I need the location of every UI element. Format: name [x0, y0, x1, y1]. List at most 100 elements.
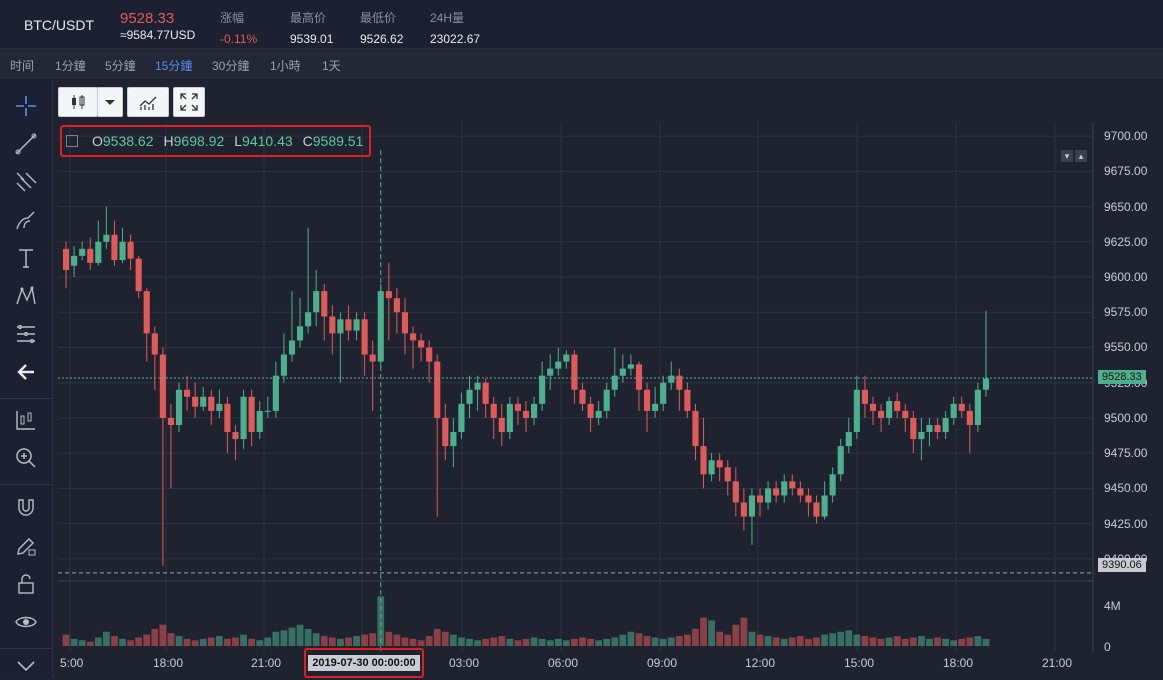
tab-1day[interactable]: 1天	[322, 59, 341, 73]
volume-bar	[748, 631, 756, 646]
change-label: 涨幅	[220, 11, 245, 25]
fork-tool[interactable]	[12, 168, 40, 196]
candle-body	[135, 258, 142, 292]
candle-body	[393, 298, 400, 313]
indicators-button[interactable]	[127, 87, 169, 117]
volume-bar	[224, 638, 231, 646]
volume-bar	[506, 638, 514, 646]
volume-bar	[458, 637, 465, 646]
tab-15min[interactable]: 15分鐘	[155, 59, 193, 73]
candle-body	[869, 403, 877, 411]
pair-name[interactable]: BTC/USDT	[24, 17, 94, 33]
legend-toggle-icon[interactable]	[66, 135, 78, 147]
text-tool[interactable]	[12, 244, 40, 272]
fullscreen-icon	[180, 93, 198, 111]
visibility-tool[interactable]	[12, 608, 40, 636]
price-tick-label: 9475.00	[1104, 446, 1148, 461]
volume-bar	[159, 624, 167, 646]
candle-body	[474, 382, 481, 390]
candle-body	[522, 410, 530, 418]
candle-body	[740, 502, 747, 517]
chart-type-dropdown[interactable]	[97, 87, 123, 117]
candle-body	[111, 234, 118, 261]
scroll-down-icon[interactable]: ▾	[1061, 150, 1073, 162]
volume-bar	[353, 636, 360, 646]
magnet-tool[interactable]	[12, 494, 40, 522]
volume-bar	[780, 638, 788, 646]
fullscreen-button[interactable]	[173, 87, 205, 117]
candle-body	[345, 319, 352, 331]
candle-body	[329, 316, 336, 334]
candle-body	[611, 375, 618, 390]
candle-body	[652, 403, 659, 411]
tab-1hour[interactable]: 1小時	[270, 59, 301, 73]
candle-body	[353, 319, 360, 331]
volume-bar	[433, 628, 441, 646]
volume-bar	[861, 636, 869, 646]
volume-bar	[837, 631, 845, 646]
candle-body	[79, 248, 86, 256]
zoom-tool[interactable]	[12, 444, 40, 472]
back-tool[interactable]	[12, 358, 40, 386]
candle-body	[264, 410, 271, 412]
arrow-left-icon	[17, 364, 34, 380]
high-label: H	[163, 133, 174, 149]
volume-bar	[288, 627, 296, 646]
volume-bar	[296, 624, 304, 646]
tab-5min[interactable]: 5分鐘	[105, 59, 136, 73]
low-label: L	[234, 133, 243, 149]
volume-bar	[240, 634, 247, 646]
crosshair-tool[interactable]	[12, 92, 40, 120]
candle-body	[87, 248, 94, 263]
volume-bar	[732, 624, 740, 646]
indicators-icon	[139, 96, 157, 110]
zoom-in-icon	[16, 448, 36, 468]
candle-body	[974, 389, 981, 425]
price-tick-label: 9575.00	[1104, 305, 1148, 320]
volume-bar	[845, 630, 853, 646]
volume-bar	[256, 640, 264, 646]
volume-bar	[772, 637, 780, 646]
candle-body	[942, 417, 949, 433]
high-value: 9539.01	[290, 32, 334, 46]
lock-draw-tool[interactable]	[12, 532, 40, 560]
timeframe-bar: 时间 1分鐘 5分鐘 15分鐘 30分鐘 1小時 1天	[0, 49, 1163, 79]
time-tick-label: 15:00	[844, 656, 875, 670]
candle-body	[498, 417, 505, 433]
scroll-up-icon[interactable]: ▴	[1075, 150, 1087, 162]
magnet-icon	[18, 499, 34, 516]
volume-bar	[304, 628, 312, 646]
lock-tool[interactable]	[12, 570, 40, 598]
time-tick-label: 21:00	[251, 656, 282, 670]
candle-body	[184, 389, 191, 397]
tab-1min[interactable]: 1分鐘	[55, 59, 86, 73]
fib-tool[interactable]	[12, 320, 40, 348]
measure-tool[interactable]	[12, 406, 40, 434]
price-tick-label: 9550.00	[1104, 340, 1148, 355]
candle-body	[716, 460, 723, 468]
volume-bar	[538, 638, 546, 646]
pattern-tool[interactable]	[12, 282, 40, 310]
candle-body	[159, 354, 166, 418]
candle-body	[506, 403, 513, 433]
price-tick-label: 9700.00	[1104, 129, 1148, 144]
candle-body	[256, 410, 263, 433]
candle-body	[748, 495, 756, 517]
trend-line-tool[interactable]	[12, 130, 40, 158]
volume-bar	[627, 631, 635, 646]
candle-body	[458, 403, 465, 433]
tab-30min[interactable]: 30分鐘	[212, 59, 250, 73]
candle-body	[321, 291, 328, 317]
volume-bar	[635, 633, 643, 646]
volume-bar	[151, 628, 159, 646]
brush-tool[interactable]	[12, 206, 40, 234]
volume-bar	[401, 637, 409, 646]
eye-icon	[15, 616, 37, 628]
tab-time[interactable]: 时间	[10, 59, 35, 73]
volume-bar	[345, 637, 352, 646]
chart-type-button[interactable]	[58, 87, 98, 117]
collapse-tools-button[interactable]	[12, 652, 40, 680]
volume-bar	[127, 640, 134, 646]
candle-body	[192, 396, 199, 407]
